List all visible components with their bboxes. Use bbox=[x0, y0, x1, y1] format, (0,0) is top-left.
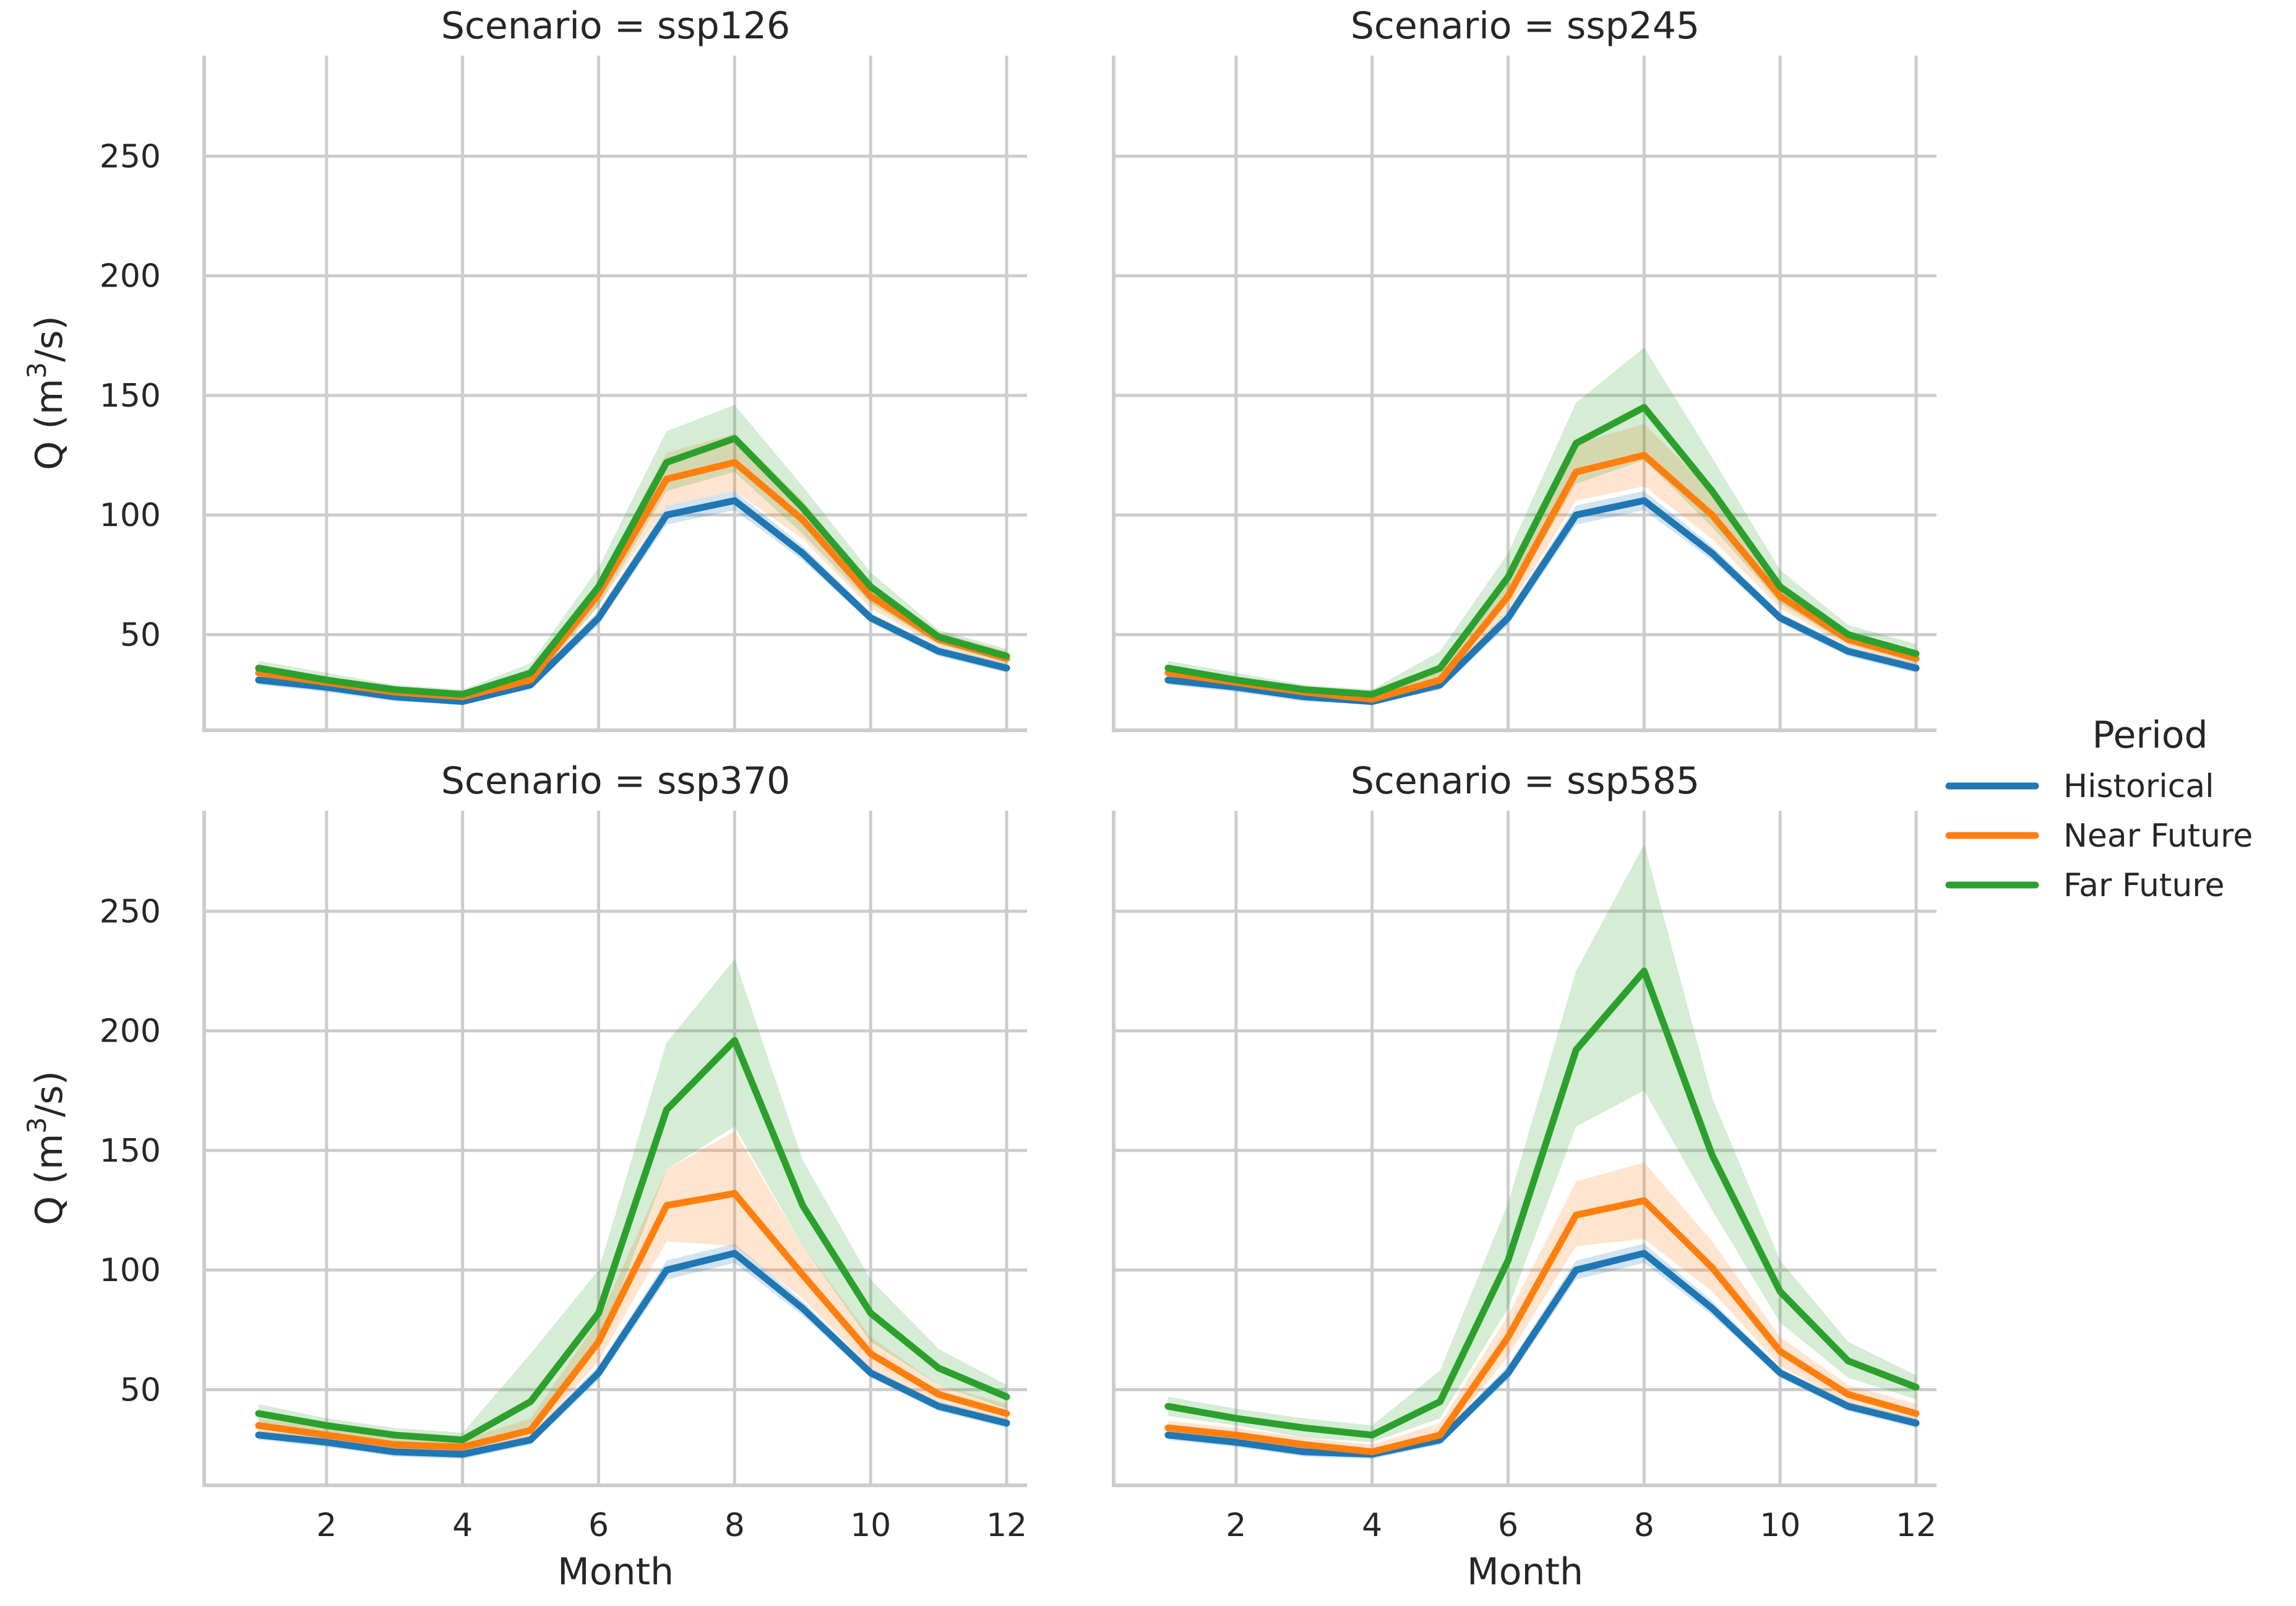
x-tick-label: 4 bbox=[1362, 1507, 1382, 1544]
y-tick-label: 100 bbox=[100, 1252, 161, 1289]
legend: Period Historical Near Future Far Future bbox=[1945, 714, 2253, 904]
panel-2: Scenario = ssp245 bbox=[1112, 4, 1937, 732]
x-tick-label: 4 bbox=[452, 1507, 473, 1544]
panel-title: Scenario = ssp585 bbox=[1351, 759, 1700, 803]
legend-label: Historical bbox=[2063, 768, 2214, 805]
panel-title: Scenario = ssp126 bbox=[441, 4, 790, 48]
x-axis-label: Month bbox=[1467, 1550, 1583, 1594]
series-line-historical bbox=[1164, 1250, 1920, 1458]
y-tick-label: 250 bbox=[100, 893, 161, 930]
series-line-historical bbox=[255, 497, 1010, 706]
x-tick-label: 8 bbox=[724, 1507, 745, 1544]
series-line-near-future bbox=[255, 459, 1010, 701]
panel-4: Scenario = ssp585 2 4 6 8 10 12 Month bbox=[1112, 759, 1937, 1594]
series-line-far-future bbox=[1164, 404, 1920, 698]
x-tick-label: 6 bbox=[588, 1507, 609, 1544]
y-tick-label: 200 bbox=[100, 1013, 161, 1050]
y-tick-label: 150 bbox=[100, 378, 161, 415]
ci-band-near-future bbox=[258, 1131, 1007, 1454]
series-line-far-future bbox=[255, 1037, 1010, 1444]
panel-3: Scenario = ssp370 50 100 150 200 250 Q (m3/s) 2… bbox=[22, 759, 1027, 1594]
panel-title: Scenario = ssp245 bbox=[1351, 4, 1700, 48]
series-line-near-future bbox=[1164, 1197, 1920, 1456]
series-line-historical bbox=[1164, 497, 1920, 706]
x-tick-label: 8 bbox=[1634, 1507, 1654, 1544]
panel-1: Scenario = ssp126 50 100 150 200 250 Q (m3/s) bbox=[22, 4, 1027, 732]
x-tick-label: 10 bbox=[850, 1507, 891, 1544]
y-tick-label: 150 bbox=[100, 1133, 161, 1170]
series-line-far-future bbox=[255, 434, 1010, 698]
y-tick-label: 250 bbox=[100, 138, 161, 175]
x-tick-label: 10 bbox=[1760, 1507, 1800, 1544]
y-tick-label: 200 bbox=[100, 258, 161, 295]
x-tick-label: 6 bbox=[1498, 1507, 1518, 1544]
series-line-near-future bbox=[255, 1189, 1010, 1451]
x-tick-label: 2 bbox=[316, 1507, 337, 1544]
legend-title: Period bbox=[2092, 714, 2208, 757]
y-axis-label: Q (m3/s) bbox=[22, 316, 71, 470]
x-tick-label: 12 bbox=[986, 1507, 1027, 1544]
y-tick-label: 50 bbox=[120, 1371, 161, 1409]
series-line-historical bbox=[255, 1250, 1010, 1458]
x-tick-label: 12 bbox=[1896, 1507, 1937, 1544]
y-tick-label: 50 bbox=[120, 616, 161, 654]
series-line-far-future bbox=[1164, 967, 1920, 1439]
x-axis-label: Month bbox=[557, 1550, 674, 1594]
x-tick-label: 2 bbox=[1226, 1507, 1246, 1544]
ci-band-far-future bbox=[1167, 844, 1916, 1443]
y-axis-label: Q (m3/s) bbox=[22, 1071, 71, 1225]
legend-label: Far Future bbox=[2063, 867, 2225, 904]
ci-band-far-future bbox=[1167, 347, 1916, 699]
y-tick-label: 100 bbox=[100, 497, 161, 534]
panel-title: Scenario = ssp370 bbox=[441, 759, 790, 803]
legend-label: Near Future bbox=[2063, 818, 2253, 855]
